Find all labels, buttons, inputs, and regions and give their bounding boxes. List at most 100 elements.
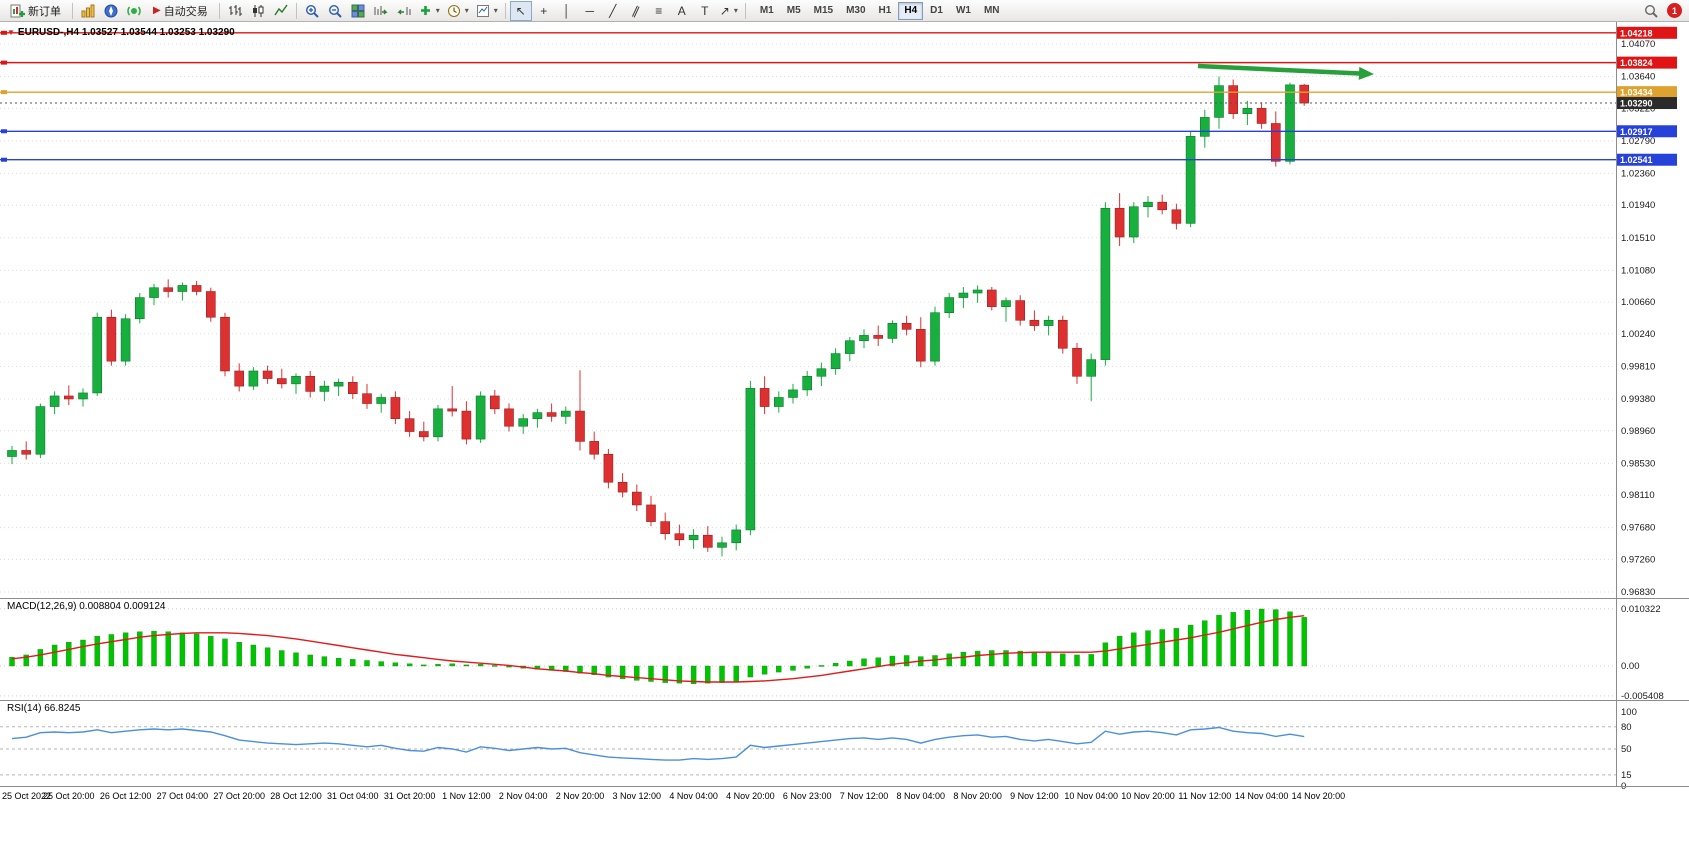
timeframe-button-m5[interactable]: M5 (781, 2, 807, 20)
macd-axis-label: -0.005408 (1621, 691, 1664, 702)
timeframe-button-m15[interactable]: M15 (808, 2, 839, 20)
arrows-tool-icon: ↗ (719, 3, 730, 18)
chart-shift-icon (397, 6, 411, 15)
zoom-in-button[interactable] (301, 1, 323, 21)
line-handle[interactable] (1, 90, 7, 95)
templates-button[interactable]: ▾ (473, 1, 501, 21)
price-axis-label: 1.00660 (1621, 297, 1655, 308)
price-badge (1617, 56, 1677, 69)
dropdown-caret-icon: ▾ (464, 6, 469, 15)
chart-window: 1.040701.036401.032201.027901.023601.019… (0, 22, 1689, 864)
panel-frames (0, 22, 1689, 787)
chart-shift-button[interactable] (393, 1, 415, 21)
horizontal-line-1.04218[interactable]: 1.04218 (0, 26, 1677, 39)
auto-trading-label: 自动交易 (163, 5, 208, 18)
indicators-button[interactable]: ▾ (416, 1, 443, 21)
toolbar-separator (218, 2, 220, 19)
price-axis-label: 1.03640 (1621, 72, 1655, 83)
zoom-out-button[interactable] (324, 1, 346, 21)
line-handle[interactable] (1, 30, 7, 35)
price-badge (1617, 86, 1677, 99)
price-badge (1617, 26, 1677, 39)
channel-tool-button[interactable]: ∥ (625, 1, 647, 21)
fibonacci-tool-button[interactable]: ≡ (648, 1, 670, 21)
timeframe-button-d1[interactable]: D1 (924, 2, 949, 20)
horizontal-line-1.02541[interactable]: 1.02541 (0, 153, 1677, 166)
horizontal-line-tool-button[interactable]: ─ (579, 1, 601, 21)
line-handle[interactable] (1, 60, 7, 65)
add-indicator-icon (420, 6, 430, 15)
price-badge (1617, 125, 1677, 138)
navigator-icon (104, 4, 118, 17)
horizontal-line-1.03434[interactable]: 1.03434 (0, 86, 1677, 99)
timeframe-button-h4[interactable]: H4 (898, 1, 924, 20)
new-order-icon (10, 4, 25, 17)
price-axis-label: 1.04070 (1621, 39, 1655, 50)
tile-windows-button[interactable] (347, 1, 369, 21)
price-axis-label: 0.97680 (1621, 523, 1655, 534)
trendline-tool-button[interactable]: ╱ (602, 1, 624, 21)
label-tool-button[interactable]: T (694, 1, 716, 21)
time-axis-label: 25 Oct 2022 (2, 791, 51, 801)
chart-canvas[interactable]: 1.040701.036401.032201.027901.023601.019… (0, 22, 1689, 864)
auto-trading-button[interactable]: ▶ 自动交易 (146, 1, 215, 21)
macd-axis-label: 0.010322 (1621, 604, 1661, 615)
arrows-tool-button[interactable]: ↗ ▾ (717, 1, 741, 21)
timeframe-group: M1 M5 M15 M30 H1 H4 D1 W1 MN (754, 1, 1006, 20)
timeframe-button-h1[interactable]: H1 (873, 2, 898, 20)
timeframe-button-mn[interactable]: MN (978, 2, 1006, 20)
line-chart-icon (274, 4, 288, 15)
crosshair-tool-button[interactable]: + (533, 1, 555, 21)
cursor-tool-button[interactable]: ↖ (509, 0, 532, 21)
time-axis-label: 11 Nov 12:00 (1178, 791, 1231, 801)
rsi-line (11, 726, 1305, 761)
auto-scroll-button[interactable] (370, 1, 392, 21)
search-button[interactable] (1640, 1, 1662, 21)
line-handle[interactable] (1, 129, 7, 134)
terminal-button[interactable] (123, 1, 145, 21)
time-axis-label: 10 Nov 20:00 (1121, 791, 1175, 801)
candlestick-chart-button[interactable] (247, 1, 269, 21)
dropdown-caret-icon: ▾ (493, 6, 498, 15)
price-badge-label: 1.04218 (1620, 28, 1653, 38)
zoom-in-icon (305, 4, 319, 18)
macd-panel: 0.010322 0.00 -0.005408 (0, 604, 1664, 702)
time-axis-label: 3 Nov 12:00 (613, 791, 662, 801)
price-badge-label: 1.02917 (1620, 127, 1653, 137)
price-axis-label: 1.02790 (1621, 136, 1655, 147)
line-chart-button[interactable] (270, 1, 292, 21)
price-badge-label: 1.03434 (1620, 88, 1653, 98)
horizontal-line-1.02917[interactable]: 1.02917 (0, 125, 1677, 138)
toolbar-separator (295, 2, 297, 19)
tile-windows-icon (351, 4, 365, 17)
label-tool-icon: T (701, 3, 709, 18)
horizontal-line-1.03824[interactable]: 1.03824 (0, 56, 1677, 69)
candlestick-chart-icon (252, 4, 264, 17)
trendline-icon: ╱ (609, 3, 617, 18)
cursor-icon: ↖ (515, 3, 526, 18)
timeframe-button-w1[interactable]: W1 (950, 2, 977, 20)
notification-badge[interactable]: 1 (1667, 3, 1682, 18)
market-watch-button[interactable] (77, 1, 99, 21)
price-axis-label: 0.98530 (1621, 458, 1655, 469)
bar-chart-button[interactable] (224, 1, 246, 21)
line-handle[interactable] (1, 157, 7, 162)
text-tool-button[interactable]: A (671, 1, 693, 21)
timeframe-button-m1[interactable]: M1 (754, 2, 780, 20)
vertical-line-tool-button[interactable]: │ (556, 1, 578, 21)
new-order-button[interactable]: 新订单 (3, 1, 68, 21)
time-axis-label: 4 Nov 20:00 (726, 791, 775, 801)
toolbar-separator (72, 2, 73, 19)
channel-icon: ∥ (630, 2, 642, 19)
price-axis-label: 0.98960 (1621, 426, 1655, 437)
trend-arrow[interactable] (1197, 63, 1374, 80)
timeframe-button-m30[interactable]: M30 (840, 2, 871, 20)
dropdown-caret-icon: ▾ (435, 6, 440, 15)
rsi-axis-label: 50 (1621, 744, 1632, 755)
price-badge-label: 1.02541 (1620, 155, 1653, 165)
navigator-button[interactable] (100, 1, 122, 21)
market-watch-icon (81, 4, 95, 17)
periods-button[interactable]: ▾ (444, 1, 472, 21)
macd-histogram (9, 608, 1307, 684)
time-axis-label: 7 Nov 12:00 (840, 791, 889, 801)
